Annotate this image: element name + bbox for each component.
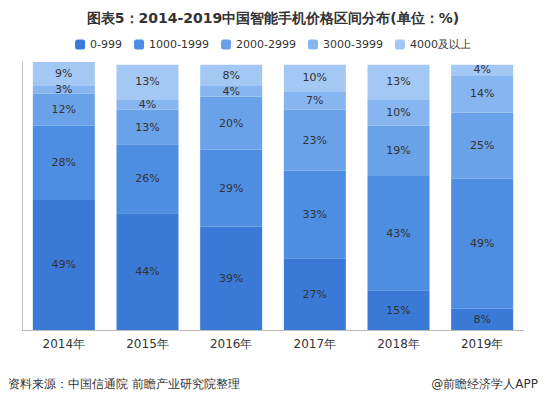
svg-text:4%: 4%: [222, 85, 239, 98]
svg-text:2000-2999: 2000-2999: [236, 38, 296, 51]
svg-text:39%: 39%: [219, 272, 243, 285]
svg-text:9%: 9%: [55, 67, 72, 80]
svg-text:7%: 7%: [306, 94, 323, 107]
svg-text:3000-3999: 3000-3999: [323, 38, 383, 51]
svg-text:2018年: 2018年: [377, 337, 420, 351]
svg-text:0-999: 0-999: [90, 38, 122, 51]
svg-text:资料来源：中国信通院 前瞻产业研究院整理: 资料来源：中国信通院 前瞻产业研究院整理: [8, 377, 240, 391]
svg-text:2019年: 2019年: [461, 337, 504, 351]
svg-text:4000及以上: 4000及以上: [410, 38, 471, 51]
svg-text:13%: 13%: [135, 75, 159, 88]
svg-text:10%: 10%: [303, 71, 327, 84]
svg-text:4%: 4%: [473, 63, 490, 76]
svg-text:15%: 15%: [386, 304, 410, 317]
svg-text:25%: 25%: [470, 139, 494, 152]
svg-text:2016年: 2016年: [210, 337, 253, 351]
svg-text:1000-1999: 1000-1999: [149, 38, 209, 51]
svg-text:12%: 12%: [52, 103, 76, 116]
svg-text:2017年: 2017年: [294, 337, 337, 351]
svg-text:49%: 49%: [52, 258, 76, 271]
svg-text:28%: 28%: [52, 156, 76, 169]
svg-text:20%: 20%: [219, 117, 243, 130]
svg-text:26%: 26%: [135, 172, 159, 185]
svg-text:19%: 19%: [386, 144, 410, 157]
svg-text:@前瞻经济学人APP: @前瞻经济学人APP: [431, 377, 538, 391]
svg-text:8%: 8%: [473, 313, 490, 326]
svg-text:3%: 3%: [55, 83, 72, 96]
svg-text:29%: 29%: [219, 182, 243, 195]
svg-text:13%: 13%: [386, 75, 410, 88]
svg-text:43%: 43%: [386, 227, 410, 240]
svg-text:8%: 8%: [222, 69, 239, 82]
svg-text:13%: 13%: [135, 121, 159, 134]
svg-text:图表5：2014-2019中国智能手机价格区间分布(单位：%: 图表5：2014-2019中国智能手机价格区间分布(单位：%): [87, 10, 459, 26]
svg-text:4%: 4%: [139, 98, 156, 111]
svg-text:10%: 10%: [386, 106, 410, 119]
svg-text:27%: 27%: [303, 288, 327, 301]
svg-text:14%: 14%: [470, 87, 494, 100]
svg-text:2015年: 2015年: [126, 337, 169, 351]
svg-text:23%: 23%: [303, 134, 327, 147]
svg-text:2014年: 2014年: [43, 337, 86, 351]
svg-text:44%: 44%: [135, 265, 159, 278]
svg-text:49%: 49%: [470, 237, 494, 250]
svg-text:33%: 33%: [303, 208, 327, 221]
